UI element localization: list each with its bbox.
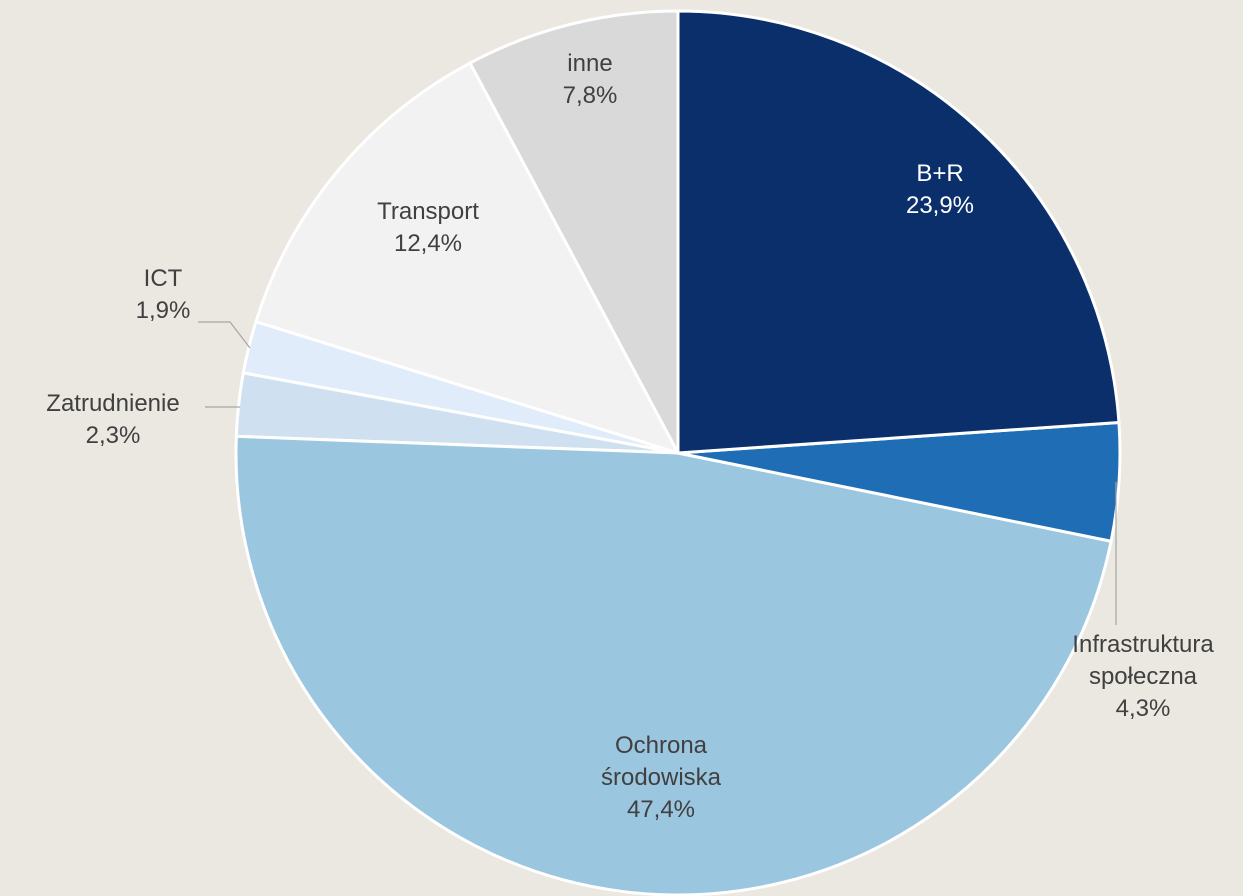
slice-label: B+R 23,9% [906, 158, 974, 222]
leader-line [198, 321, 251, 349]
pie-slice [676, 9, 1121, 455]
category-label: Transport [377, 198, 479, 225]
category-label: B+R [916, 160, 964, 187]
slice-label: inne 7,8% [563, 48, 618, 112]
slice-label: Transport 12,4% [377, 196, 479, 260]
value-label: 4,3% [1115, 695, 1171, 722]
slice-label: Ochrona środowiska 47,4% [601, 730, 721, 826]
pie-slice [467, 9, 680, 454]
pie-slice [254, 60, 682, 456]
slice-label: Zatrudnienie 2,3% [46, 388, 179, 452]
pie-slice [234, 434, 1113, 896]
leader-lines [198, 321, 1117, 625]
value-label: 23,9% [905, 192, 975, 219]
value-label: 7,8% [562, 82, 618, 109]
value-label: 1,9% [135, 297, 191, 324]
category-label: inne [567, 50, 613, 77]
value-label: 12,4% [393, 230, 463, 257]
category-label: Zatrudnienie [46, 390, 180, 417]
category-label: Ochrona środowiska [600, 732, 722, 791]
slice-label: Infrastruktura społeczna 4,3% [1072, 629, 1213, 725]
slice-label: ICT 1,9% [136, 263, 191, 327]
category-label: ICT [143, 265, 183, 292]
category-label: Infrastruktura społeczna [1072, 631, 1214, 690]
value-label: 2,3% [85, 422, 141, 449]
value-label: 47,4% [626, 796, 696, 823]
